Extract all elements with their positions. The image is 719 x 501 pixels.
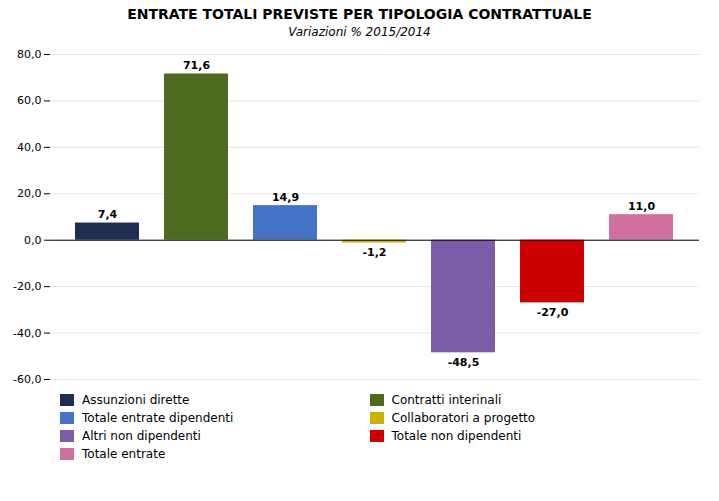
svg-text:-48,5: -48,5	[448, 356, 480, 369]
html-text:Contratti interinali: Contratti interinali	[391, 393, 502, 407]
html-text:Totale non dipendenti: Totale non dipendenti	[391, 429, 522, 443]
svg-text:40,0: 40,0	[17, 141, 42, 154]
svg-text:-1,2: -1,2	[362, 246, 386, 259]
svg-text:71,6: 71,6	[183, 59, 210, 72]
html-text:Variazioni % 2015/2014: Variazioni % 2015/2014	[288, 25, 431, 39]
html-text:Collaboratori a progetto: Collaboratori a progetto	[391, 411, 536, 425]
svg-text:-27,0: -27,0	[537, 306, 569, 319]
svg-text:0,0: 0,0	[24, 234, 42, 247]
html-text:Totale entrate dipendenti: Totale entrate dipendenti	[82, 411, 234, 425]
svg-text:20,0: 20,0	[17, 187, 42, 200]
html-text:ENTRATE TOTALI PREVISTE PER TI: ENTRATE TOTALI PREVISTE PER TIPOLOGIA CO…	[127, 6, 592, 22]
html-text:Totale entrate: Totale entrate	[82, 447, 166, 461]
html-text:Assunzioni dirette: Assunzioni dirette	[82, 393, 190, 407]
svg-text:60,0: 60,0	[17, 94, 42, 107]
svg-text:-20,0: -20,0	[13, 280, 41, 293]
svg-text:-60,0: -60,0	[13, 373, 41, 386]
svg-text:7,4: 7,4	[98, 208, 118, 221]
svg-text:80,0: 80,0	[17, 48, 42, 61]
svg-text:14,9: 14,9	[272, 191, 299, 204]
svg-text:11,0: 11,0	[628, 200, 655, 213]
svg-text:-40,0: -40,0	[13, 327, 41, 340]
html-text:Altri non dipendenti: Altri non dipendenti	[82, 429, 201, 443]
